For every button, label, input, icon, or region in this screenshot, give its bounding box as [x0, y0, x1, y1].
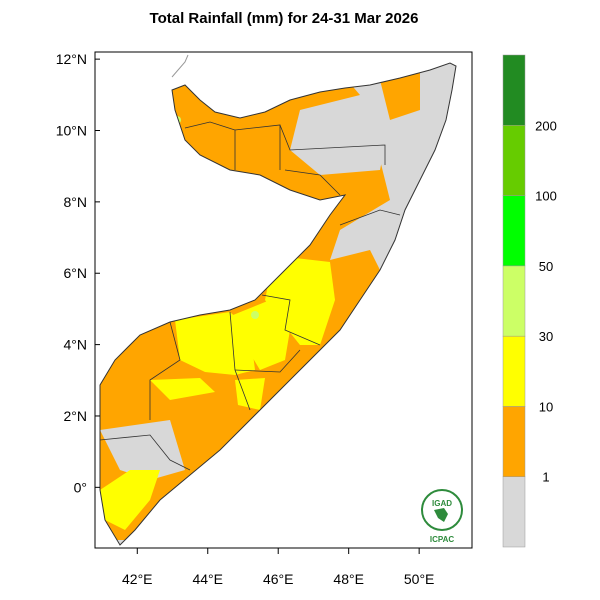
lon-tick-label: 44°E: [192, 571, 223, 587]
lat-tick-label: 2°N: [64, 408, 88, 424]
colorbar-label: 200: [535, 118, 557, 133]
axis-ticks: 12°N 10°N 8°N 6°N 4°N 2°N 0° 42°E 44°E 46°E 48°E 50…: [56, 51, 435, 587]
logo-bottom-text: ICPAC: [430, 535, 455, 544]
lon-tick-label: 48°E: [333, 571, 364, 587]
colorbar-swatch: [502, 54, 526, 126]
colorbar-swatch: [502, 195, 526, 267]
colorbar-label: 30: [539, 329, 553, 344]
rain-class-10-30: [175, 312, 255, 375]
lon-tick-label: 50°E: [404, 571, 435, 587]
lat-tick-label: 8°N: [64, 194, 88, 210]
djibouti-border: [171, 54, 189, 78]
rain-class-1-10-north: [380, 70, 420, 120]
rain-class-30-50: [251, 311, 259, 319]
colorbar-label: 10: [539, 399, 553, 414]
colorbar-label: 50: [539, 259, 553, 274]
colorbar-label: 100: [535, 189, 557, 204]
colorbar-swatch: [502, 476, 526, 548]
rain-class-10-30: [100, 470, 160, 530]
lat-tick-label: 10°N: [56, 123, 87, 139]
colorbar-label: 1: [542, 470, 549, 485]
somalia-outline: [99, 62, 457, 546]
colorbar-swatch: [502, 406, 526, 477]
lon-tick-label: 42°E: [122, 571, 153, 587]
map-frame: [94, 51, 473, 549]
lat-tick-label: 4°N: [64, 337, 88, 353]
region-boundaries: [99, 121, 401, 471]
rain-class-10-30: [265, 258, 335, 345]
rain-class-10-30: [150, 378, 215, 400]
colorbar-swatch: [502, 335, 526, 407]
rain-class-10-30: [233, 300, 290, 370]
colorbar: 1 10 30 50 100 200: [502, 54, 557, 548]
igad-icpac-logo: IGAD ICPAC: [421, 489, 463, 544]
rain-class-10-30: [235, 378, 265, 410]
rain-class-below-1-patch: [290, 145, 385, 175]
colorbar-swatch: [502, 125, 526, 196]
map-title: Total Rainfall (mm) for 24-31 Mar 2026: [149, 10, 419, 27]
logo-top-text: IGAD: [432, 499, 452, 508]
lat-tick-label: 6°N: [64, 265, 88, 281]
rain-class-below-1-patch: [100, 420, 185, 480]
lat-tick-label: 0°: [74, 479, 87, 495]
lat-tick-label: 12°N: [56, 51, 87, 67]
lon-tick-label: 46°E: [263, 571, 294, 587]
colorbar-swatch: [502, 265, 526, 337]
